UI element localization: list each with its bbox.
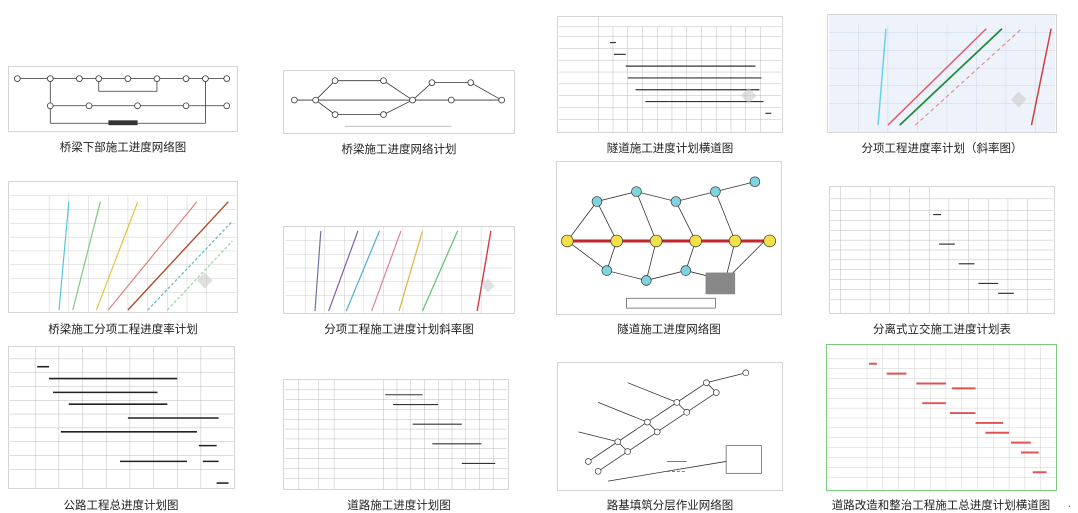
road-plan-graphic	[285, 380, 507, 489]
gantt-tunnel-graphic	[558, 17, 782, 132]
item-caption[interactable]: 分离式立交施工进度计划表	[873, 322, 1011, 336]
highway-master-plan-graphic	[9, 347, 234, 488]
sub-slope-chart-graphic	[285, 227, 513, 313]
bridge-slope-chart-graphic	[9, 195, 237, 312]
item-caption[interactable]: 隧道施工进度网络图	[617, 322, 721, 336]
network-diagram-graphic	[14, 75, 231, 126]
item-caption[interactable]: 桥梁下部施工进度网络图	[59, 140, 187, 154]
item-caption[interactable]: 路基填筑分层作业网络图	[606, 498, 734, 512]
interchange-table-graphic	[830, 187, 1054, 313]
network-plan-graphic	[291, 77, 505, 127]
item-caption[interactable]: 公路工程总进度计划图	[63, 498, 179, 512]
item-caption[interactable]: 道路改造和整治工程施工总进度计划横道图	[831, 498, 1051, 512]
thumbnail-network-diagram[interactable]	[8, 66, 238, 132]
thumbnail-gantt-tunnel[interactable]	[557, 16, 783, 133]
tunnel-network-graphic	[561, 176, 776, 309]
thumbnail-tunnel-network[interactable]	[556, 161, 782, 315]
thumbnail-highway-master-plan[interactable]	[8, 346, 235, 489]
item-caption[interactable]: 桥梁施工进度网络计划	[341, 142, 457, 156]
thumbnail-road-plan[interactable]	[283, 379, 509, 490]
thumbnail-bridge-slope-chart[interactable]	[8, 181, 238, 313]
thumbnail-network-plan[interactable]	[283, 70, 515, 134]
thumbnail-sub-slope-chart[interactable]	[283, 226, 515, 314]
item-caption[interactable]: 隧道施工进度计划横道图	[606, 141, 734, 155]
thumbnail-slope-chart[interactable]	[827, 14, 1057, 133]
item-caption[interactable]: 道路施工进度计划图	[347, 498, 451, 512]
subgrade-network-graphic	[578, 369, 762, 482]
item-caption[interactable]: 分项工程施工进度计划斜率图	[324, 322, 474, 336]
slope-chart-graphic	[828, 15, 1056, 132]
item-caption[interactable]: 分项工程进度率计划（斜率图）	[861, 141, 1023, 155]
edge-mark: .	[1068, 499, 1072, 510]
road-renovation-gantt-graphic	[827, 345, 1056, 490]
thumbnail-subgrade-network[interactable]	[557, 362, 783, 491]
item-caption[interactable]: 桥梁施工分项工程进度率计划	[48, 322, 198, 336]
thumbnail-road-renovation-gantt[interactable]	[826, 344, 1057, 491]
thumbnail-interchange-table[interactable]	[829, 186, 1055, 314]
